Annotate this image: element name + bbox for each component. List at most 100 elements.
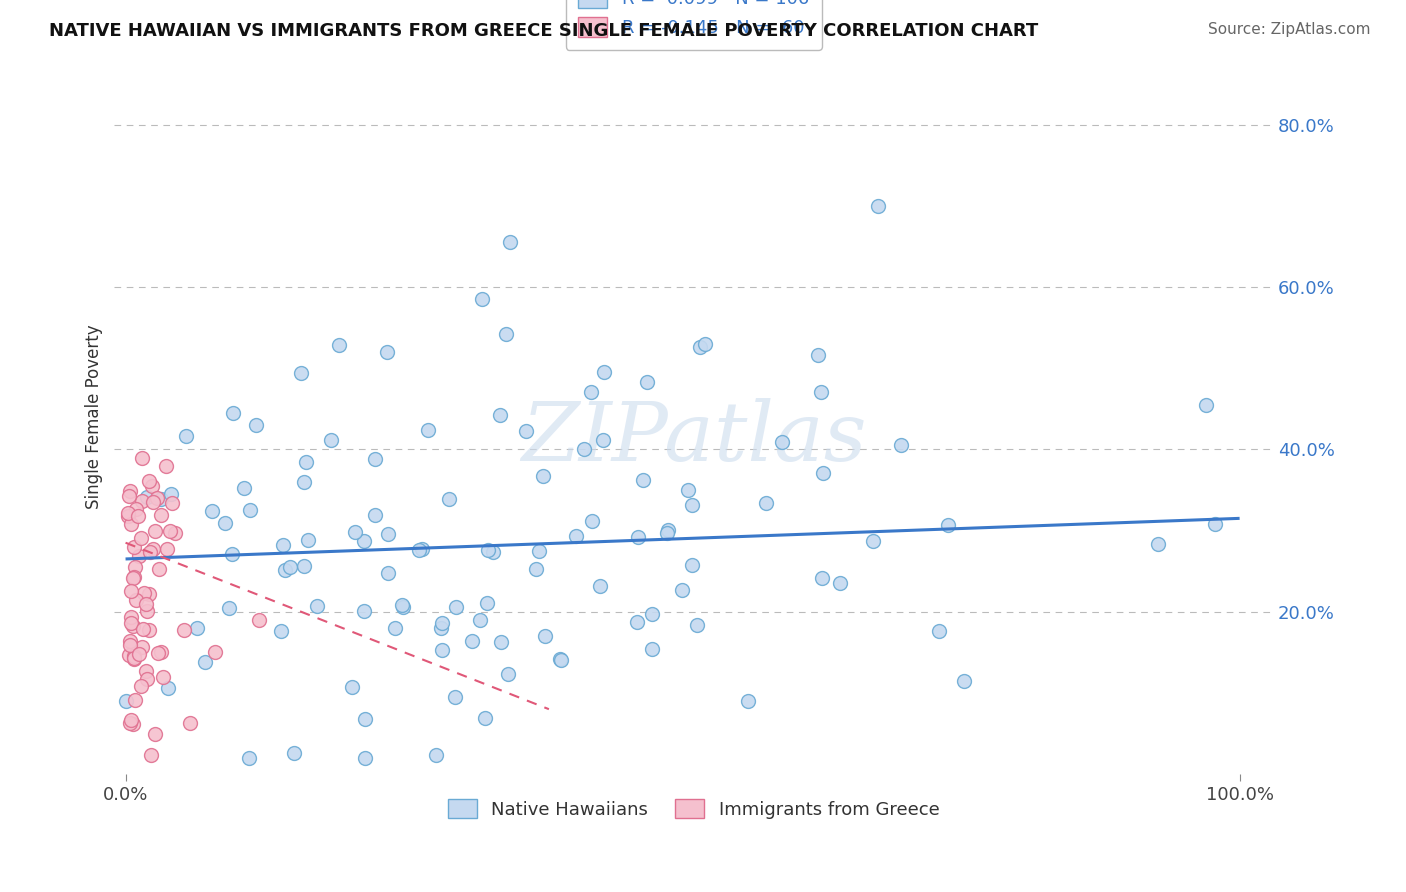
Point	[138, 475, 160, 489]
Point	[475, 596, 498, 610]
Point	[354, 712, 377, 726]
Point	[471, 292, 494, 306]
Point	[579, 385, 602, 400]
Point	[118, 648, 141, 662]
Point	[142, 495, 165, 509]
Point	[1204, 517, 1226, 532]
Point	[122, 651, 145, 665]
Point	[271, 538, 294, 552]
Point	[120, 713, 142, 727]
Point	[482, 545, 505, 559]
Point	[120, 610, 142, 624]
Point	[129, 679, 152, 693]
Point	[550, 653, 572, 667]
Point	[128, 549, 150, 564]
Point	[247, 613, 270, 627]
Point	[807, 348, 830, 362]
Point	[122, 570, 145, 584]
Point	[270, 624, 292, 639]
Point	[657, 523, 679, 537]
Point	[640, 642, 662, 657]
Point	[477, 543, 499, 558]
Point	[186, 621, 208, 635]
Point	[353, 751, 375, 765]
Point	[232, 481, 254, 495]
Point	[811, 571, 834, 585]
Point	[344, 525, 367, 540]
Point	[524, 562, 547, 576]
Point	[627, 530, 650, 544]
Point	[125, 593, 148, 607]
Point	[194, 655, 217, 669]
Point	[155, 541, 177, 556]
Point	[155, 458, 177, 473]
Point	[305, 599, 328, 613]
Point	[143, 524, 166, 539]
Point	[201, 504, 224, 518]
Point	[626, 615, 648, 629]
Point	[131, 494, 153, 508]
Point	[828, 575, 851, 590]
Point	[641, 607, 664, 622]
Point	[238, 751, 260, 765]
Point	[411, 541, 433, 556]
Point	[328, 338, 350, 352]
Point	[221, 547, 243, 561]
Point	[737, 694, 759, 708]
Point	[297, 533, 319, 548]
Point	[135, 604, 157, 618]
Point	[150, 508, 173, 522]
Point	[636, 376, 658, 390]
Point	[384, 621, 406, 635]
Point	[124, 651, 146, 665]
Point	[152, 670, 174, 684]
Point	[681, 498, 703, 512]
Point	[811, 466, 834, 480]
Point	[443, 690, 465, 705]
Point	[295, 455, 318, 469]
Point	[527, 544, 550, 558]
Point	[489, 635, 512, 649]
Point	[564, 529, 586, 543]
Point	[136, 490, 159, 504]
Point	[499, 235, 522, 250]
Point	[592, 433, 614, 447]
Point	[120, 516, 142, 531]
Point	[377, 526, 399, 541]
Point	[214, 516, 236, 530]
Point	[122, 717, 145, 731]
Point	[274, 563, 297, 577]
Point	[770, 435, 793, 450]
Point	[124, 692, 146, 706]
Point	[531, 468, 554, 483]
Point	[127, 509, 149, 524]
Point	[120, 634, 142, 648]
Point	[810, 384, 832, 399]
Point	[132, 622, 155, 636]
Point	[496, 667, 519, 681]
Point	[574, 442, 596, 456]
Point	[593, 365, 616, 379]
Point	[150, 491, 173, 506]
Point	[534, 629, 557, 643]
Point	[321, 433, 343, 447]
Point	[117, 506, 139, 520]
Point	[139, 545, 162, 559]
Point	[239, 503, 262, 517]
Point	[135, 597, 157, 611]
Point	[118, 715, 141, 730]
Point	[928, 624, 950, 638]
Point	[138, 623, 160, 637]
Point	[589, 579, 612, 593]
Point	[437, 491, 460, 506]
Point	[693, 336, 716, 351]
Point	[165, 526, 187, 541]
Point	[936, 517, 959, 532]
Text: ZIPatlas: ZIPatlas	[522, 399, 866, 478]
Point	[655, 525, 678, 540]
Text: Source: ZipAtlas.com: Source: ZipAtlas.com	[1208, 22, 1371, 37]
Point	[515, 424, 537, 438]
Point	[461, 634, 484, 648]
Point	[671, 583, 693, 598]
Point	[134, 586, 156, 600]
